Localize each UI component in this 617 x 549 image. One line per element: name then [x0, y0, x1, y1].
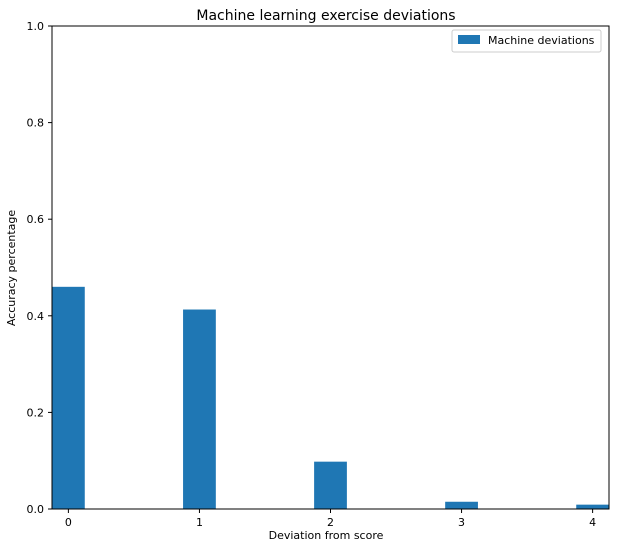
- x-tick-label: 0: [65, 516, 72, 529]
- bar-2: [314, 461, 347, 509]
- x-tick-label: 3: [458, 516, 465, 529]
- y-tick-label: 0.0: [27, 503, 45, 516]
- y-axis: 0.0 0.2 0.4 0.6 0.8 1.0: [27, 20, 52, 516]
- x-axis: 0 1 2 3 4: [65, 509, 596, 529]
- y-tick-label: 0.4: [27, 310, 45, 323]
- y-tick-label: 0.8: [27, 117, 45, 130]
- bar-1: [183, 309, 216, 509]
- legend: Machine deviations: [451, 29, 602, 53]
- x-tick-label: 4: [589, 516, 596, 529]
- bar-3: [445, 501, 478, 509]
- plot-frame: [52, 26, 609, 509]
- bar-0: [52, 286, 85, 509]
- y-tick-label: 0.2: [27, 406, 45, 419]
- plot-area: [51, 25, 610, 510]
- bar-4: [576, 504, 609, 509]
- legend-box: [451, 29, 602, 53]
- legend-label: Machine deviations: [488, 34, 595, 47]
- legend-swatch: [458, 35, 480, 44]
- y-tick-label: 0.6: [27, 213, 45, 226]
- y-axis-label: Accuracy percentage: [5, 210, 18, 327]
- x-tick-label: 1: [196, 516, 203, 529]
- chart-title: Machine learning exercise deviations: [196, 8, 455, 24]
- y-tick-label: 1.0: [27, 20, 45, 33]
- bars-group: [52, 286, 609, 509]
- x-tick-label: 2: [327, 516, 334, 529]
- x-axis-label: Deviation from score: [269, 529, 384, 542]
